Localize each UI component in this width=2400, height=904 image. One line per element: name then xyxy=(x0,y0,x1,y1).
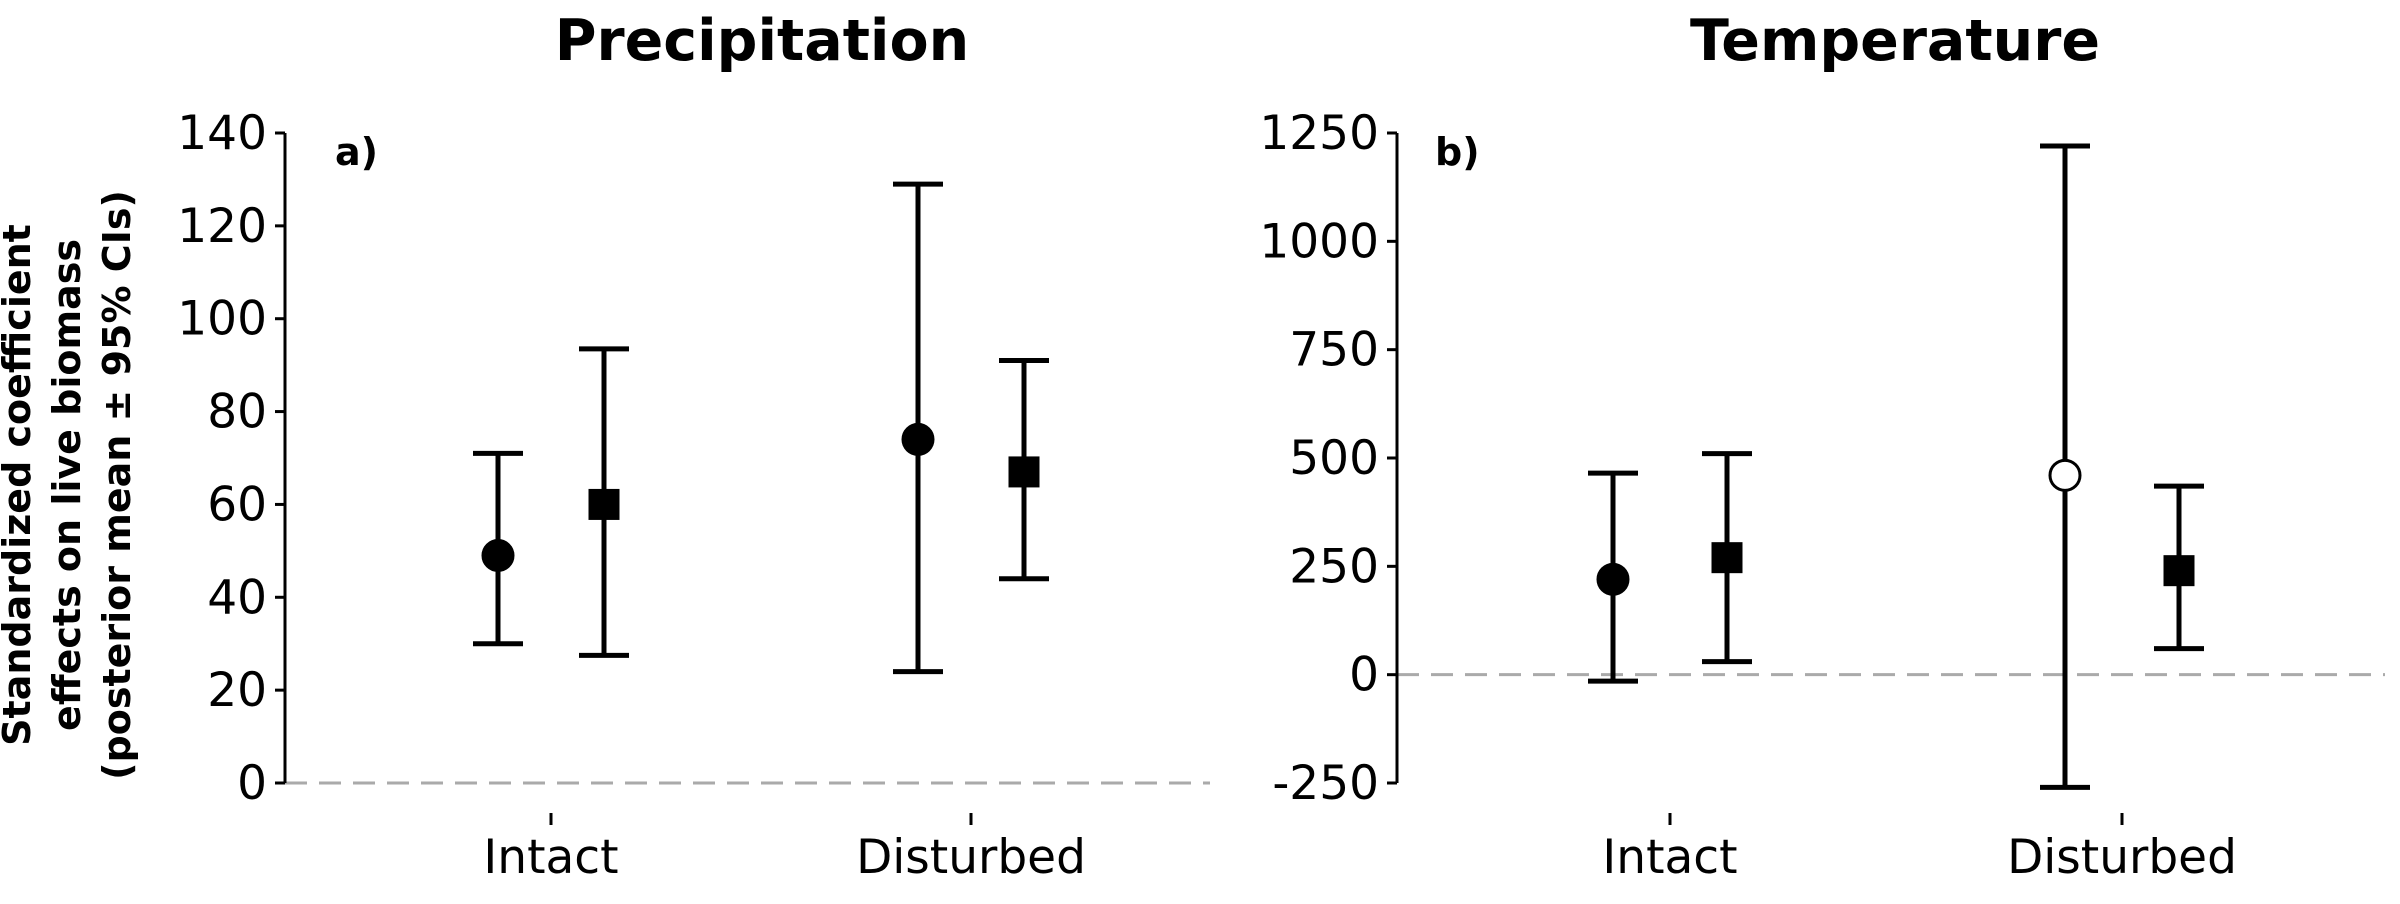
data-point-circle xyxy=(481,539,515,572)
chart-title: Temperature xyxy=(1690,8,2100,74)
y-tick-label: 0 xyxy=(1349,648,1379,703)
y-tick-label: 500 xyxy=(1289,431,1379,486)
y-tick-label: 20 xyxy=(207,663,267,718)
y-axis-label: Standardized coefficient effects on live… xyxy=(0,190,139,780)
data-point-square xyxy=(2163,555,2195,587)
data-point-circle xyxy=(2048,458,2082,492)
data-point-circle xyxy=(1596,562,1630,596)
chart-title: Precipitation xyxy=(555,8,969,74)
y-tick-label: 80 xyxy=(207,385,267,440)
y-axis-label-line-1: Standardized coefficient xyxy=(0,224,39,746)
y-tick-label: 250 xyxy=(1289,539,1379,594)
y-tick-label: 750 xyxy=(1289,323,1379,378)
y-tick-label: 1250 xyxy=(1259,106,1379,161)
y-tick-label: -250 xyxy=(1272,756,1379,811)
x-tick-label: Disturbed xyxy=(856,830,1086,885)
data-point-square xyxy=(588,488,620,520)
panel-label: a) xyxy=(335,130,378,174)
y-tick-label: 120 xyxy=(177,199,267,254)
x-tick-label: Intact xyxy=(1602,830,1737,885)
y-tick-label: 60 xyxy=(207,477,267,532)
y-axis-label-line-3: (posterior mean ± 95% CIs) xyxy=(95,190,139,780)
data-point-square xyxy=(1008,456,1040,488)
y-axis-label-line-2: effects on live biomass xyxy=(45,239,89,731)
y-tick-label: 100 xyxy=(177,292,267,347)
y-tick-label: 140 xyxy=(177,106,267,161)
data-point-square xyxy=(1711,542,1743,574)
panel-temperature: Temperature b) -250 0 250 500 750 1000 1250 Intac… xyxy=(1259,8,2385,885)
data-point-circle xyxy=(901,422,935,456)
y-tick-label: 1000 xyxy=(1259,214,1379,269)
y-tick-label: 40 xyxy=(207,570,267,625)
panel-precipitation: Precipitation a) 0 20 40 60 80 100 120 140 Intact D… xyxy=(177,8,1210,885)
y-tick-label: 0 xyxy=(237,756,267,811)
x-tick-label: Disturbed xyxy=(2007,830,2237,885)
panel-label: b) xyxy=(1435,130,1480,174)
x-tick-label: Intact xyxy=(483,830,618,885)
